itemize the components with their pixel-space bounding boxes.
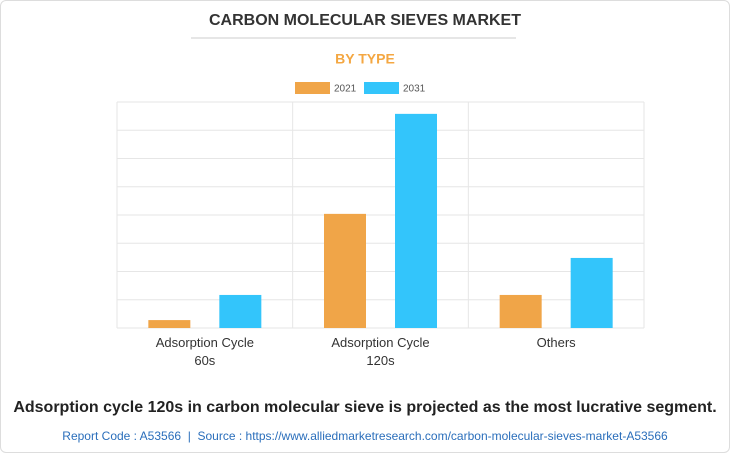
bar — [148, 320, 191, 328]
x-tick-label: Adsorption Cycle 60s — [155, 335, 254, 368]
bar — [570, 257, 613, 328]
bar — [219, 294, 262, 328]
bar — [395, 113, 437, 329]
legend-swatch — [295, 82, 330, 94]
chart-title: CARBON MOLECULAR SIEVES MARKET — [209, 12, 521, 29]
chart-subtitle: BY TYPE — [335, 51, 395, 67]
bar — [499, 294, 542, 328]
legend-swatch — [364, 82, 399, 94]
bar — [324, 213, 366, 328]
x-tick-label: Others — [536, 335, 576, 350]
source-line: Report Code : A53566 | Source : https://… — [62, 429, 668, 443]
footer-note: Adsorption cycle 120s in carbon molecula… — [13, 399, 717, 416]
legend-label: 2021 — [334, 84, 357, 95]
x-tick-label: Adsorption Cycle 120s — [331, 335, 430, 368]
legend-label: 2031 — [403, 84, 426, 95]
